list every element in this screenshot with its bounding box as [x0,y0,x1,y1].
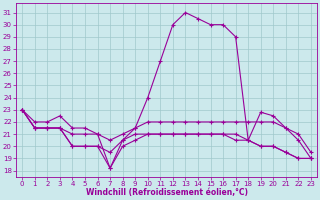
X-axis label: Windchill (Refroidissement éolien,°C): Windchill (Refroidissement éolien,°C) [85,188,248,197]
